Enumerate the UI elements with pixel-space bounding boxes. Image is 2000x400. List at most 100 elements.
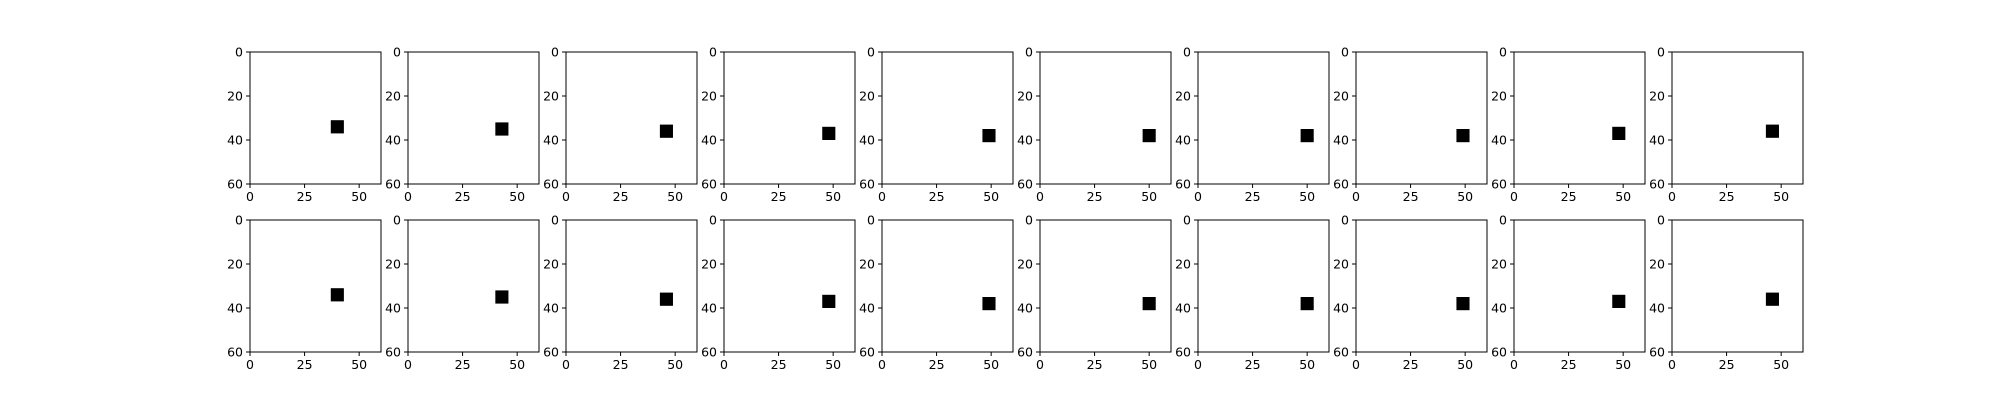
y-tick-label: 40 (1491, 133, 1507, 148)
x-tick-label: 0 (1510, 189, 1518, 204)
y-tick-label: 40 (1175, 301, 1191, 316)
x-tick-label: 25 (1245, 357, 1261, 372)
panel-frame (1671, 219, 1804, 353)
square-marker (1765, 292, 1779, 306)
panel-0-1: 0 25 50 0 20 40 60 (385, 45, 540, 204)
square-marker (1612, 294, 1626, 308)
x-tick-label: 25 (1561, 357, 1577, 372)
square-marker (1142, 129, 1156, 143)
y-tick-label: 40 (1649, 301, 1665, 316)
panel-frame (723, 51, 856, 185)
panel-image (1672, 220, 1803, 352)
square-marker (1612, 126, 1626, 140)
panel-1-2: 0 25 50 0 20 40 60 (543, 213, 698, 372)
y-tick-label: 0 (1499, 45, 1507, 60)
y-tick-label: 0 (393, 213, 401, 228)
y-tick-label: 60 (859, 177, 875, 192)
y-tick-label: 20 (385, 257, 401, 272)
x-tick-label: 50 (667, 357, 683, 372)
y-tick-label: 40 (1017, 301, 1033, 316)
panel-0-3: 0 25 50 0 20 40 60 (701, 45, 856, 204)
x-tick-label: 25 (613, 189, 629, 204)
x-tick-label: 0 (878, 357, 886, 372)
x-tick-label: 50 (1457, 357, 1473, 372)
x-tick-label: 25 (1403, 357, 1419, 372)
square-marker (1456, 297, 1470, 311)
y-tick-label: 40 (227, 133, 243, 148)
panel-frame (565, 219, 698, 353)
panel-frame (723, 219, 856, 353)
y-tick-label: 20 (859, 257, 875, 272)
y-tick-label: 60 (227, 345, 243, 360)
panel-0-7: 0 25 50 0 20 40 60 (1333, 45, 1488, 204)
x-tick-label: 0 (1352, 357, 1360, 372)
x-tick-label: 25 (929, 357, 945, 372)
y-tick-label: 0 (1341, 45, 1349, 60)
x-tick-label: 50 (825, 189, 841, 204)
y-tick-label: 40 (859, 133, 875, 148)
panel-0-5: 0 25 50 0 20 40 60 (1017, 45, 1172, 204)
y-tick-label: 0 (1025, 213, 1033, 228)
panel-1-4: 0 25 50 0 20 40 60 (859, 213, 1014, 372)
y-tick-label: 60 (1017, 177, 1033, 192)
x-tick-label: 0 (246, 357, 254, 372)
x-tick-label: 0 (246, 189, 254, 204)
x-tick-label: 50 (1615, 189, 1631, 204)
square-marker (659, 292, 673, 306)
panel-frame (881, 51, 1014, 185)
panel-0-9: 0 25 50 0 20 40 60 (1649, 45, 1804, 204)
x-tick-label: 0 (1352, 189, 1360, 204)
y-tick-label: 20 (1333, 257, 1349, 272)
panel-image (408, 220, 539, 352)
x-tick-label: 50 (1457, 189, 1473, 204)
panel-image (1672, 52, 1803, 184)
y-tick-label: 40 (1175, 133, 1191, 148)
y-tick-label: 60 (385, 345, 401, 360)
x-tick-label: 50 (1299, 189, 1315, 204)
x-tick-label: 0 (1510, 357, 1518, 372)
x-tick-label: 50 (509, 189, 525, 204)
y-tick-label: 20 (1017, 89, 1033, 104)
panel-1-7: 0 25 50 0 20 40 60 (1333, 213, 1488, 372)
x-tick-label: 25 (771, 357, 787, 372)
x-tick-label: 25 (455, 357, 471, 372)
x-tick-label: 50 (351, 189, 367, 204)
square-marker (330, 288, 344, 302)
x-tick-label: 0 (878, 189, 886, 204)
x-tick-label: 0 (1036, 189, 1044, 204)
panel-1-8: 0 25 50 0 20 40 60 (1491, 213, 1646, 372)
y-tick-label: 0 (235, 213, 243, 228)
panel-image (250, 220, 381, 352)
y-tick-label: 60 (227, 177, 243, 192)
panel-frame (1355, 51, 1488, 185)
x-tick-label: 0 (404, 189, 412, 204)
y-tick-label: 40 (227, 301, 243, 316)
square-marker (822, 126, 836, 140)
x-tick-label: 25 (1245, 189, 1261, 204)
y-tick-label: 40 (385, 133, 401, 148)
y-tick-label: 40 (385, 301, 401, 316)
y-tick-label: 40 (1333, 133, 1349, 148)
y-tick-label: 0 (393, 45, 401, 60)
y-tick-label: 0 (235, 45, 243, 60)
y-tick-label: 60 (859, 345, 875, 360)
x-tick-label: 0 (562, 189, 570, 204)
y-tick-label: 0 (709, 45, 717, 60)
x-tick-label: 50 (351, 357, 367, 372)
y-tick-label: 20 (1175, 89, 1191, 104)
panel-image (882, 52, 1013, 184)
y-tick-label: 20 (1649, 89, 1665, 104)
y-tick-label: 20 (701, 257, 717, 272)
x-tick-label: 0 (1668, 189, 1676, 204)
panel-frame (881, 219, 1014, 353)
panel-0-6: 0 25 50 0 20 40 60 (1175, 45, 1330, 204)
square-marker (1300, 297, 1314, 311)
y-tick-label: 20 (227, 89, 243, 104)
panel-frame (565, 51, 698, 185)
panel-image (1514, 220, 1645, 352)
x-tick-label: 50 (667, 189, 683, 204)
y-tick-label: 60 (385, 177, 401, 192)
y-tick-label: 20 (701, 89, 717, 104)
y-tick-label: 20 (1175, 257, 1191, 272)
y-tick-label: 20 (227, 257, 243, 272)
